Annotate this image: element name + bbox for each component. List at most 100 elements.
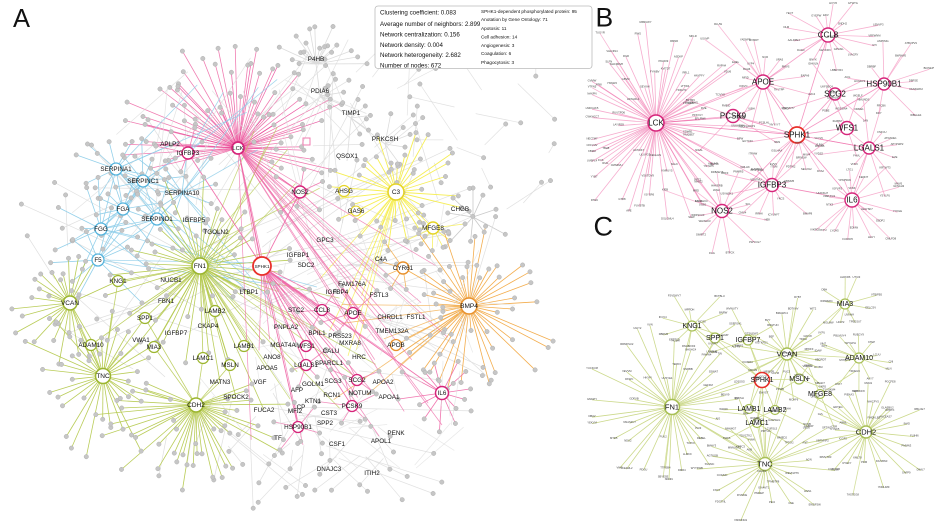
svg-text:SSEFGH1: SSEFGH1 xyxy=(729,322,742,326)
svg-text:UTIU3: UTIU3 xyxy=(853,275,861,279)
svg-text:SCG2: SCG2 xyxy=(348,377,366,384)
svg-text:SPP2: SPP2 xyxy=(317,420,334,427)
svg-text:MEIBSR: MEIBSR xyxy=(764,370,774,374)
svg-text:BEF: BEF xyxy=(769,335,775,339)
svg-text:GAS6: GAS6 xyxy=(348,208,365,215)
svg-text:TF: TF xyxy=(274,435,282,442)
svg-text:PMMN3: PMMN3 xyxy=(902,443,912,447)
svg-text:GYEPW: GYEPW xyxy=(811,14,821,18)
svg-text:LAMB2: LAMB2 xyxy=(764,407,787,414)
svg-text:NTK3: NTK3 xyxy=(826,202,833,206)
svg-text:ADAM10: ADAM10 xyxy=(845,355,873,362)
svg-text:BMHWC4: BMHWC4 xyxy=(776,311,788,315)
svg-text:ITRAW: ITRAW xyxy=(749,152,758,156)
svg-text:RCN1: RCN1 xyxy=(323,392,341,399)
svg-text:PFSYUY: PFSYUY xyxy=(692,113,703,117)
svg-text:SBYESE: SBYESE xyxy=(658,475,669,479)
svg-text:YEKYM: YEKYM xyxy=(587,421,597,425)
svg-text:KWVC: KWVC xyxy=(739,84,747,88)
svg-text:DRDE1: DRDE1 xyxy=(855,107,865,111)
svg-text:CCFLHL5: CCFLHL5 xyxy=(828,467,840,471)
svg-text:FNY2: FNY2 xyxy=(713,488,720,492)
svg-text:GKIU8: GKIU8 xyxy=(804,334,813,338)
svg-text:VEVVM: VEVVM xyxy=(622,369,632,373)
svg-text:PRKCSH: PRKCSH xyxy=(372,136,399,143)
svg-text:FME: FME xyxy=(701,106,707,110)
svg-text:TIMP1: TIMP1 xyxy=(342,110,361,117)
svg-text:RUG: RUG xyxy=(602,161,608,165)
svg-text:YDRLIM9: YDRLIM9 xyxy=(878,485,890,489)
svg-text:RMNR: RMNR xyxy=(670,39,678,43)
svg-text:WRFSVU3: WRFSVU3 xyxy=(691,213,705,217)
svg-text:EWDFSW: EWDFSW xyxy=(809,503,822,507)
svg-text:FUYBTB: FUYBTB xyxy=(634,204,645,208)
svg-text:GVL: GVL xyxy=(818,412,824,416)
svg-text:LBBDYR3: LBBDYR3 xyxy=(830,68,843,72)
svg-text:NDU2: NDU2 xyxy=(624,438,632,442)
svg-text:IL6: IL6 xyxy=(846,196,858,205)
svg-text:TBH8: TBH8 xyxy=(602,146,609,150)
svg-text:DAG3: DAG3 xyxy=(797,48,805,52)
svg-text:LAMC1: LAMC1 xyxy=(745,420,768,427)
svg-text:RRL1: RRL1 xyxy=(682,71,689,75)
svg-text:VFNK: VFNK xyxy=(848,186,855,190)
svg-text:RBLCE7: RBLCE7 xyxy=(914,407,925,411)
svg-text:MFGE8: MFGE8 xyxy=(808,391,832,398)
svg-text:YYMV: YYMV xyxy=(747,437,755,441)
svg-text:VHLNIN4: VHLNIN4 xyxy=(606,49,618,53)
svg-text:VGF: VGF xyxy=(254,379,267,386)
svg-text:HGLAI: HGLAI xyxy=(672,338,680,342)
svg-text:MTD5: MTD5 xyxy=(610,436,618,440)
svg-text:VYFU: VYFU xyxy=(818,331,825,335)
svg-text:FUCA2: FUCA2 xyxy=(254,407,275,414)
svg-text:EDV: EDV xyxy=(823,13,829,17)
svg-text:PBLMUY4: PBLMUY4 xyxy=(833,334,846,338)
svg-text:DLM: DLM xyxy=(783,25,789,29)
svg-text:CKFVHV: CKFVHV xyxy=(587,143,598,147)
svg-text:C3: C3 xyxy=(392,189,401,196)
svg-text:PRS523: PRS523 xyxy=(328,333,352,340)
svg-text:GDFVB: GDFVB xyxy=(629,397,638,401)
svg-text:IGFVFS: IGFVFS xyxy=(832,186,842,190)
svg-text:PDTW2: PDTW2 xyxy=(786,165,796,169)
svg-text:YUCKCI8: YUCKCI8 xyxy=(586,366,598,370)
svg-text:HCP1: HCP1 xyxy=(748,124,756,128)
svg-text:TERF3: TERF3 xyxy=(672,362,681,366)
svg-text:RNVSH: RNVSH xyxy=(734,396,743,400)
svg-text:DSLGML4: DSLGML4 xyxy=(661,217,674,221)
svg-text:VCAN: VCAN xyxy=(777,350,798,359)
svg-text:HCIP2: HCIP2 xyxy=(836,320,844,324)
svg-text:RUEGY9: RUEGY9 xyxy=(853,332,865,336)
svg-text:DBH: DBH xyxy=(822,288,828,292)
svg-text:SWUCF8: SWUCF8 xyxy=(853,389,865,393)
svg-text:FGA: FGA xyxy=(117,206,131,213)
svg-text:CWKHCC7: CWKHCC7 xyxy=(586,115,600,119)
svg-text:TWYHPH: TWYHPH xyxy=(844,341,856,345)
svg-text:RRIHI: RRIHI xyxy=(755,211,763,215)
svg-text:EWVST: EWVST xyxy=(759,391,769,395)
svg-text:PSBE: PSBE xyxy=(822,109,829,113)
svg-text:YCYL5: YCYL5 xyxy=(814,136,823,140)
svg-text:MRCVDT7: MRCVDT7 xyxy=(782,106,795,110)
svg-text:FRCB6: FRCB6 xyxy=(877,104,886,108)
svg-text:LEAYSK7: LEAYSK7 xyxy=(861,207,873,211)
svg-text:KBRI2: KBRI2 xyxy=(588,149,596,153)
svg-text:LAMB1: LAMB1 xyxy=(738,406,761,413)
svg-text:KNG1: KNG1 xyxy=(109,278,127,285)
svg-text:KIUMRA: KIUMRA xyxy=(742,360,753,364)
svg-text:SNDH2: SNDH2 xyxy=(838,21,848,25)
svg-text:AHSG: AHSG xyxy=(335,188,353,195)
svg-text:CYR61: CYR61 xyxy=(393,265,414,272)
svg-text:LAMB2: LAMB2 xyxy=(205,308,226,315)
svg-text:PMDEP: PMDEP xyxy=(754,491,764,495)
svg-text:GIMRT2: GIMRT2 xyxy=(696,233,707,237)
svg-text:LGALS1: LGALS1 xyxy=(854,144,885,153)
svg-text:NOTUM: NOTUM xyxy=(348,390,371,397)
svg-text:DDBAEY6: DDBAEY6 xyxy=(711,170,724,174)
svg-text:PWYCG7: PWYCG7 xyxy=(749,240,761,244)
svg-text:TGOLN2: TGOLN2 xyxy=(203,229,229,236)
svg-text:LCUU: LCUU xyxy=(873,353,880,357)
svg-text:YFTU: YFTU xyxy=(820,228,827,232)
svg-text:HSP90B1: HSP90B1 xyxy=(284,424,312,431)
svg-text:TIN: TIN xyxy=(718,351,722,355)
